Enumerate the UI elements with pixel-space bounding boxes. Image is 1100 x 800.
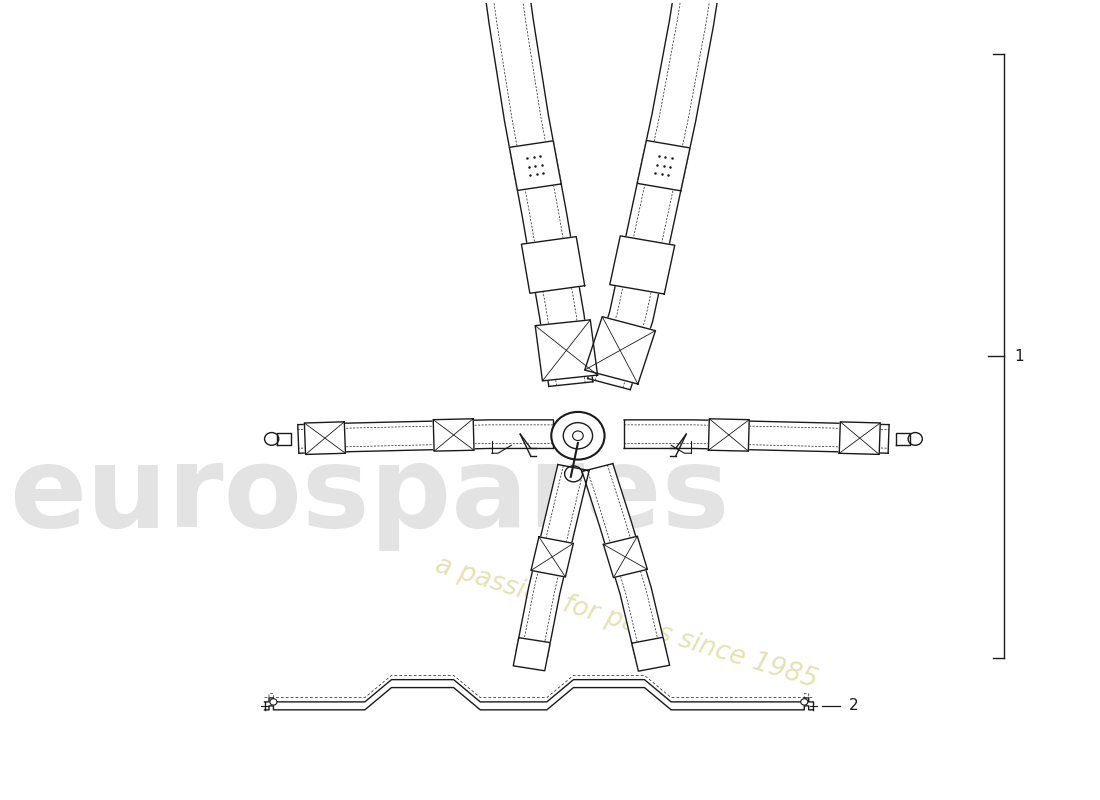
Text: eurospares: eurospares (9, 440, 729, 551)
Polygon shape (531, 537, 573, 577)
Polygon shape (516, 465, 590, 657)
Circle shape (270, 698, 277, 705)
Polygon shape (895, 433, 910, 446)
Polygon shape (433, 418, 474, 451)
Polygon shape (582, 463, 667, 657)
Text: a passion for parts since 1985: a passion for parts since 1985 (432, 552, 821, 693)
Circle shape (573, 431, 583, 441)
Polygon shape (637, 141, 690, 191)
Polygon shape (624, 420, 889, 454)
Polygon shape (521, 237, 585, 294)
Polygon shape (462, 0, 593, 386)
Circle shape (551, 412, 605, 459)
Polygon shape (277, 433, 292, 446)
Circle shape (801, 698, 807, 705)
Text: 2: 2 (849, 698, 858, 714)
Polygon shape (631, 638, 670, 671)
Polygon shape (585, 317, 656, 384)
Polygon shape (604, 536, 648, 578)
Polygon shape (708, 418, 749, 451)
Polygon shape (298, 420, 553, 454)
Polygon shape (536, 320, 597, 381)
Polygon shape (839, 422, 880, 454)
Polygon shape (587, 0, 742, 390)
Polygon shape (509, 141, 561, 190)
Polygon shape (305, 422, 345, 454)
Polygon shape (609, 236, 674, 294)
Polygon shape (514, 638, 550, 670)
Text: 1: 1 (1014, 349, 1024, 364)
